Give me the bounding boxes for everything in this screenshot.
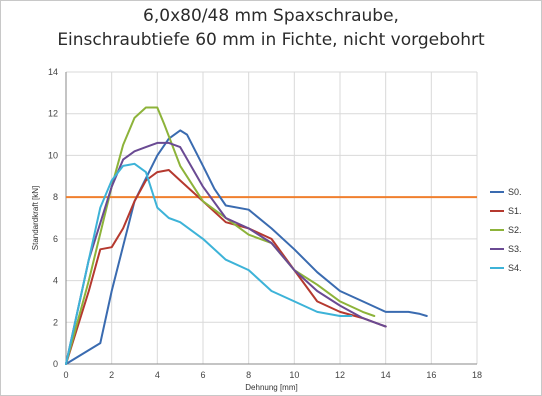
y-axis-label: Standardkraft [kN] [31, 186, 40, 250]
series-line [65, 106, 376, 365]
legend-label: S0. [508, 187, 522, 197]
x-tick-label: 18 [472, 370, 482, 380]
legend-label: S3. [508, 244, 522, 254]
series-line [65, 162, 353, 365]
x-tick-label: 16 [426, 370, 436, 380]
y-tick-label: 6 [53, 234, 58, 244]
x-tick-label: 14 [381, 370, 391, 380]
y-tick-label: 14 [48, 67, 58, 77]
y-tick-label: 4 [53, 276, 58, 286]
x-tick-label: 8 [246, 370, 251, 380]
chart-title: 6,0x80/48 mm Spaxschraube, [143, 6, 399, 26]
legend-label: S2. [508, 225, 522, 235]
legend-label: S1. [508, 206, 522, 216]
x-tick-label: 6 [200, 370, 205, 380]
y-tick-label: 8 [53, 192, 58, 202]
y-tick-label: 12 [48, 109, 58, 119]
y-tick-label: 0 [53, 359, 58, 369]
x-tick-label: 10 [289, 370, 299, 380]
x-tick-label: 0 [63, 370, 68, 380]
legend-label: S4. [508, 263, 522, 273]
x-tick-label: 12 [335, 370, 345, 380]
y-tick-label: 2 [53, 317, 58, 327]
series-line [65, 169, 387, 365]
chart-subtitle: Einschraubtiefe 60 mm in Fichte, nicht v… [57, 30, 485, 50]
x-tick-label: 2 [109, 370, 114, 380]
y-tick-label: 10 [48, 150, 58, 160]
x-tick-label: 4 [155, 370, 160, 380]
x-axis-label: Dehnung [mm] [245, 383, 297, 392]
series-line [65, 141, 387, 365]
